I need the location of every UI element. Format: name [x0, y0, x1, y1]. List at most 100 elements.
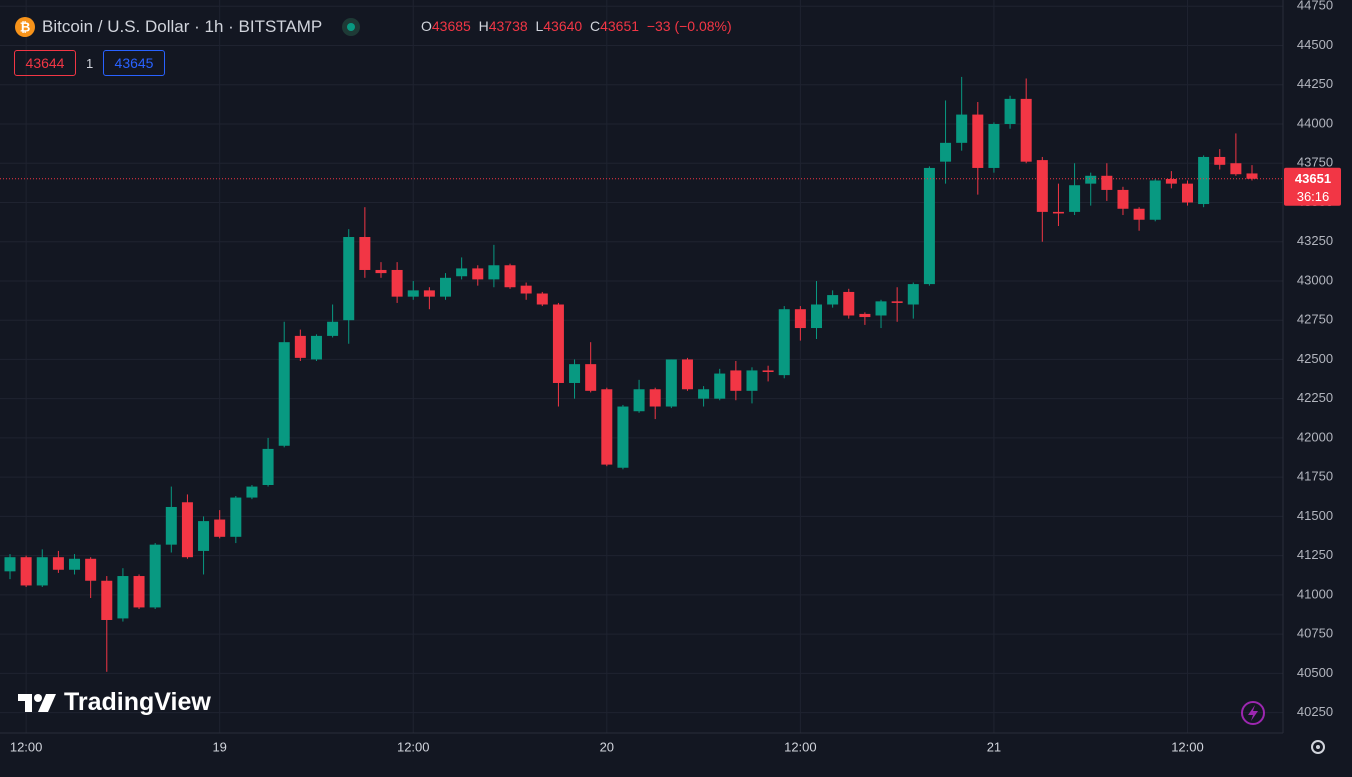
brand-logo — [18, 693, 56, 712]
symbol-title[interactable]: Bitcoin / U.S. Dollar · 1h · BITSTAMP — [42, 17, 323, 36]
candle-body — [552, 304, 564, 383]
candle-body — [940, 142, 952, 162]
ohlc-value: 43738 — [488, 18, 528, 34]
candle-body — [956, 114, 968, 143]
y-tick-label: 42750 — [1297, 312, 1333, 327]
candle-body — [504, 265, 516, 288]
y-tick-label: 42500 — [1297, 351, 1333, 366]
candle-body — [665, 359, 677, 407]
candle-body — [714, 373, 726, 399]
candle-body — [827, 295, 839, 305]
x-tick-label: 20 — [600, 739, 614, 754]
ask-button[interactable]: 43645 — [103, 50, 165, 76]
candle-body — [585, 364, 597, 391]
ohlc-legend: O43685 H43738 L43640 C43651 −33 (−0.08%) — [421, 18, 732, 34]
y-tick-label: 41000 — [1297, 586, 1333, 601]
candle-body — [762, 370, 774, 372]
candle-body — [811, 304, 822, 329]
ohlc-value: 43651 — [600, 18, 640, 34]
x-tick-label: 12:00 — [397, 739, 430, 754]
candle-body — [52, 557, 64, 570]
bid-button[interactable]: 43644 — [14, 50, 76, 76]
ohlc-key: C — [589, 18, 601, 34]
change: −33 (−0.08%) — [646, 18, 732, 34]
candle-body — [230, 497, 242, 537]
candle-body — [1149, 180, 1161, 220]
candle-body — [649, 389, 661, 407]
candle-body — [1020, 98, 1032, 162]
candle-body — [198, 521, 210, 551]
x-tick-label: 19 — [212, 739, 226, 754]
candle-body — [1117, 189, 1129, 209]
candle-body — [294, 335, 306, 358]
ohlc-key: H — [478, 18, 489, 34]
candle-body — [617, 406, 629, 468]
candle-body — [778, 309, 790, 376]
bitcoin-icon: ₿ — [15, 17, 35, 37]
price-label: 43651 — [1295, 171, 1331, 186]
candle-body — [1101, 175, 1113, 190]
lightning-icon[interactable] — [1241, 701, 1265, 725]
candle-body — [36, 557, 48, 586]
candle-body — [972, 114, 984, 168]
candle-body — [1085, 175, 1097, 184]
countdown: 36:16 — [1297, 189, 1330, 204]
candle-body — [181, 502, 193, 558]
price-label-bg — [1284, 167, 1341, 206]
candle-body — [214, 519, 226, 537]
grid — [0, 0, 1283, 733]
x-tick-label: 12:00 — [10, 739, 43, 754]
candle-body — [794, 309, 806, 329]
candle-body — [1069, 185, 1081, 212]
y-tick-label: 44000 — [1297, 115, 1333, 130]
candle-body — [520, 285, 532, 294]
candle-body — [601, 389, 613, 465]
price-axis-bg — [1283, 0, 1352, 777]
candle-body — [859, 313, 871, 318]
candle-body — [472, 268, 484, 280]
candle-body — [246, 486, 258, 498]
candle-body — [536, 293, 548, 305]
candle-body — [1214, 156, 1226, 165]
y-tick-label: 44250 — [1297, 76, 1333, 91]
x-tick-label: 21 — [987, 739, 1001, 754]
candle-body — [327, 321, 339, 336]
candle-body — [1165, 178, 1177, 184]
y-tick-label: 40250 — [1297, 704, 1333, 719]
candle-body — [730, 370, 742, 391]
x-tick-label: 12:00 — [784, 739, 817, 754]
symbol-header: ₿ Bitcoin / U.S. Dollar · 1h · BITSTAMP — [14, 16, 362, 38]
settings-icon[interactable] — [1311, 740, 1325, 754]
candle-body — [1198, 156, 1210, 205]
candle-body — [310, 335, 322, 360]
candle-body — [746, 370, 758, 391]
candle-body — [698, 389, 710, 399]
candle-body — [149, 544, 161, 608]
candle-body — [456, 268, 468, 277]
y-tick-label: 40750 — [1297, 626, 1333, 641]
y-tick-label: 41500 — [1297, 508, 1333, 523]
candle-body — [343, 237, 355, 321]
ohlc-key: L — [535, 18, 544, 34]
ohlc-value: 43640 — [543, 18, 583, 34]
candle-body — [1246, 173, 1258, 179]
candle-body — [569, 364, 581, 383]
y-tick-label: 43750 — [1297, 155, 1333, 170]
brand-text: TradingView — [64, 688, 211, 716]
candle-body — [407, 290, 419, 297]
branding: TradingView — [18, 688, 211, 717]
candle-body — [440, 277, 452, 297]
candle-body — [681, 359, 693, 390]
x-tick-label: 12:00 — [1171, 739, 1204, 754]
market-status[interactable] — [340, 16, 362, 38]
y-tick-label: 44500 — [1297, 37, 1333, 52]
candle-body — [101, 580, 113, 620]
candle-body — [988, 123, 1000, 168]
candle-body — [1230, 163, 1242, 175]
candle-body — [20, 557, 32, 586]
candle-body — [165, 506, 177, 545]
candle-body — [1052, 211, 1064, 214]
candle-body — [1133, 208, 1145, 220]
candle-body — [875, 301, 887, 316]
